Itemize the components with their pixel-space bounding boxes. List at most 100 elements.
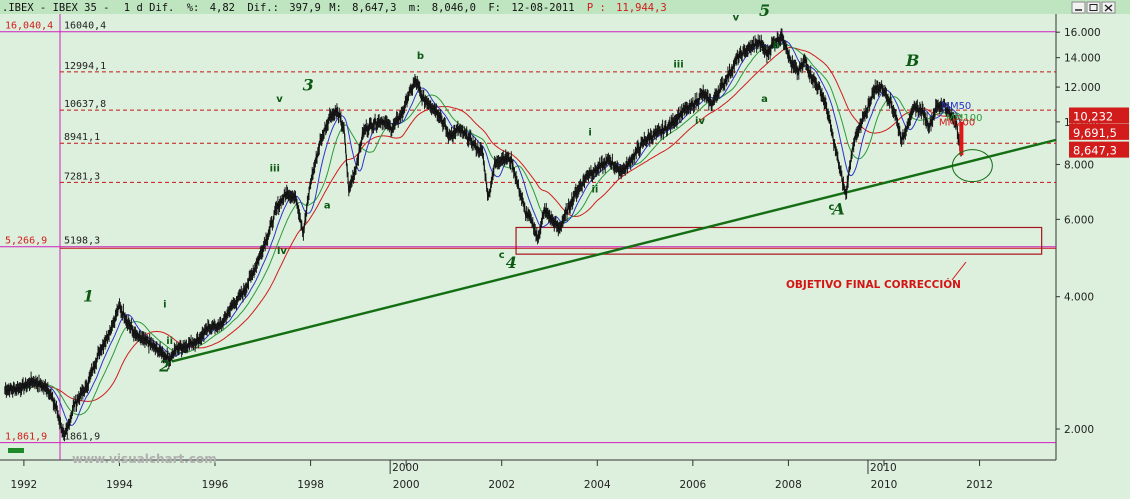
- ma-label: MM50: [941, 101, 971, 112]
- volume-marker: [8, 448, 24, 453]
- moving-averages: [4, 40, 962, 426]
- header-pct-value: 4,82: [210, 2, 235, 14]
- header-period: 1 d Dif.: [124, 2, 175, 14]
- minimize-button[interactable]: [1071, 1, 1086, 14]
- x-tick-label: 1994: [106, 479, 133, 491]
- objective-box-group: [515, 226, 1043, 255]
- level-label: 5198,3: [64, 236, 100, 247]
- period-separator-label: 2010: [870, 462, 897, 474]
- price-box-label: 10,232: [1073, 109, 1113, 123]
- x-tick-label: 2008: [775, 479, 802, 491]
- x-tick-label: 2006: [679, 479, 706, 491]
- header-m2-label: m:: [409, 2, 422, 14]
- ma-label: MM100: [946, 113, 982, 124]
- ma-green-line: [4, 43, 962, 416]
- trendline-group: [171, 138, 1057, 363]
- y-tick-label: 6.000: [1064, 214, 1094, 226]
- level-label: 8941,1: [64, 132, 100, 143]
- objective-box: [515, 226, 1043, 255]
- last-candle: [959, 121, 964, 156]
- x-tick-label: 1996: [202, 479, 229, 491]
- wave-label-minor: iv: [277, 246, 287, 257]
- wave-label-minor: a: [761, 94, 768, 105]
- wave-label-minor: iii: [673, 59, 683, 70]
- x-tick-label: 2010: [871, 479, 898, 491]
- level-left-label: 1,861,9: [5, 432, 47, 443]
- price-box: [1069, 107, 1129, 124]
- price-candles: [4, 28, 962, 442]
- ma-blue-line: [4, 40, 962, 426]
- wave-label-minor: b: [417, 51, 424, 62]
- price-box-label: 8,647,3: [1073, 144, 1117, 158]
- wave-label-minor: b: [773, 40, 780, 51]
- price-series: [4, 28, 964, 442]
- level-label: 7281,3: [64, 171, 100, 182]
- price-line: [4, 32, 962, 438]
- wave-label-major: 2: [158, 357, 170, 376]
- level-label: 12994,1: [64, 61, 106, 72]
- x-axis: 1992 1994 1996 1998 2000 2002 2004 2006 2008 2010…: [11, 460, 993, 491]
- price-boxes: 10,232 9,691,5 8,647,3: [1069, 107, 1129, 158]
- header-f-value: 12-08-2011: [511, 2, 574, 14]
- trendline: [171, 138, 1057, 363]
- wave-label-minor: v: [276, 94, 283, 105]
- header-pct-label: %:: [187, 2, 200, 14]
- objective-label: OBJETIVO FINAL CORRECCIÓN: [786, 278, 961, 291]
- y-tick-label: 8.000: [1064, 159, 1094, 171]
- x-tick-label: 1998: [297, 479, 324, 491]
- header-m-value: 8,647,3: [352, 2, 396, 14]
- wave-label-minor: iii: [270, 164, 280, 175]
- y-tick-label: 16.000: [1064, 27, 1101, 39]
- window-controls: [1071, 1, 1116, 14]
- wave-label-major: 5: [759, 1, 770, 20]
- wave-label-major: 3: [303, 75, 314, 94]
- wave-label-minor: i: [163, 300, 166, 311]
- y-tick-label: 4.000: [1064, 292, 1094, 304]
- header-p-label: P :: [587, 2, 606, 14]
- y-tick-label: 14.000: [1064, 53, 1101, 65]
- level-label: 16040,4: [64, 21, 106, 32]
- level-left-label: 16,040,4: [5, 21, 53, 32]
- header-symbol: .IBEX - IBEX 35 -: [2, 2, 109, 14]
- y-tick-label: 12.000: [1064, 82, 1101, 94]
- ma-label: MM200: [939, 118, 975, 129]
- y-tick-label: 2.000: [1064, 424, 1094, 436]
- maximize-icon: [1089, 4, 1098, 11]
- wave-label-minor: c: [828, 202, 834, 213]
- header-p-value: 11,944,3: [616, 2, 667, 14]
- level-label: 1861,9: [64, 432, 100, 443]
- maximize-button[interactable]: [1086, 1, 1101, 14]
- price-box: [1069, 123, 1129, 140]
- x-tick-label: 2000: [393, 479, 420, 491]
- level-label: 10637,8: [64, 99, 106, 110]
- wave-label-minor: i: [588, 128, 591, 139]
- period-separator-label: 2000: [392, 462, 419, 474]
- x-tick-label: 2002: [488, 479, 515, 491]
- header-m-label: M:: [329, 2, 342, 14]
- price-box: [1069, 141, 1129, 158]
- wave-label-minor: c: [499, 250, 505, 261]
- header-dif-label: Dif.:: [247, 2, 279, 14]
- watermark: www.visualchart.com: [72, 452, 217, 466]
- price-box-label: 9,691,5: [1073, 126, 1117, 140]
- chart-header: .IBEX - IBEX 35 - 1 d Dif. %: 4,82 Dif.:…: [0, 0, 1130, 14]
- ma-red-line: [4, 46, 962, 402]
- header-dif-value: 397,9: [289, 2, 321, 14]
- svg-text:.IBEX - IBEX 35 - 1 d: .IBEX - IBEX 35 - 1 d Dif. %: 4,82 Dif.:…: [2, 2, 667, 14]
- wave-label-major: A: [830, 200, 844, 219]
- wave-label-minor: a: [324, 201, 331, 212]
- wave-label-minor: v: [733, 13, 740, 24]
- wave-label-minor: ii: [166, 336, 173, 347]
- x-tick-label: 2012: [966, 479, 993, 491]
- last-price-circle: [951, 149, 993, 183]
- wave-label-major: 4: [506, 253, 517, 272]
- wave-label-major: 1: [83, 287, 94, 306]
- x-tick-label: 2004: [584, 479, 611, 491]
- wave-label-minor: iv: [695, 116, 705, 127]
- level-left-label: 5,266,9: [5, 236, 47, 247]
- circle-annotation-group: [951, 149, 993, 183]
- close-icon: [1104, 4, 1113, 12]
